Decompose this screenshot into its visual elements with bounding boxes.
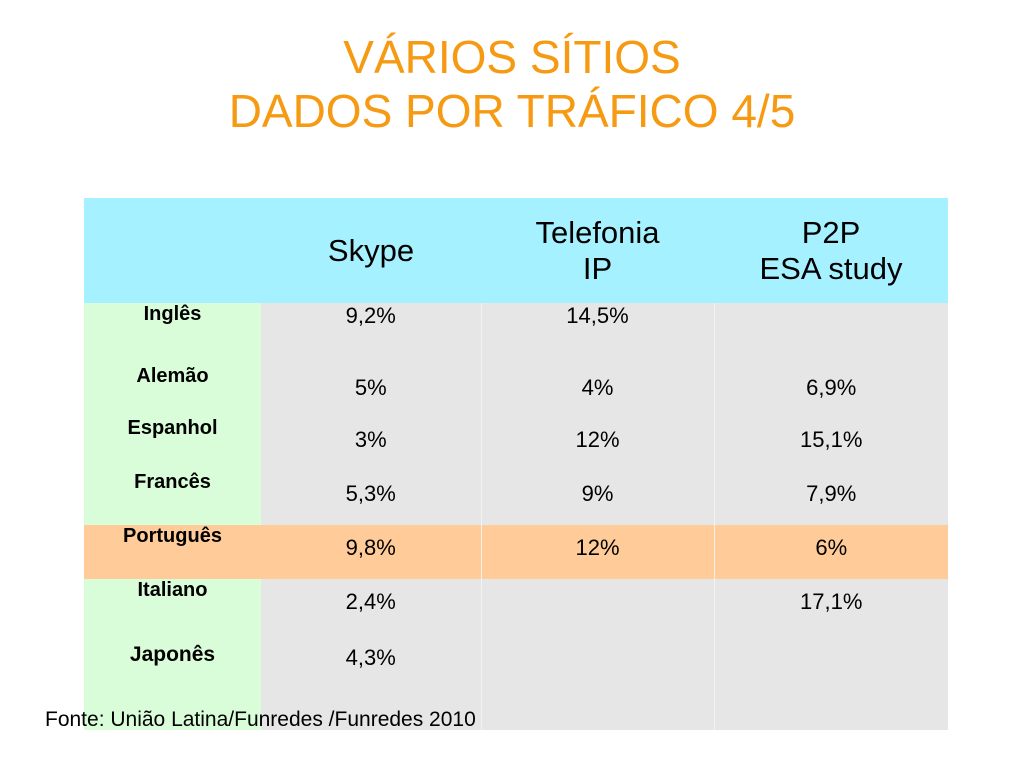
p2p-value: 15,1% <box>713 417 948 471</box>
language-cell: Japonês <box>84 633 261 730</box>
header-cell-p2p: P2P ESA study <box>714 198 948 303</box>
skype-value: 4,3% <box>261 633 481 730</box>
skype-value: 2,4% <box>261 579 481 633</box>
p2p-value: 17,1% <box>713 579 948 633</box>
language-cell: Alemão <box>84 365 261 417</box>
header-cell-skype: Skype <box>261 198 481 303</box>
table-row: Inglês 9,2% 14,5% <box>84 303 948 365</box>
skype-value: 5,3% <box>261 471 481 525</box>
language-cell: Espanhol <box>84 417 261 471</box>
table-row: Japonês 4,3% <box>84 633 948 730</box>
table-row: Francês 5,3% 9% 7,9% <box>84 471 948 525</box>
telefonia-ip-value <box>480 579 714 633</box>
header-telefonia-line-1: Telefonia <box>535 214 660 250</box>
p2p-value: 6% <box>713 525 948 579</box>
language-cell: Português <box>84 525 261 579</box>
language-cell: Francês <box>84 471 261 525</box>
p2p-value: 6,9% <box>713 365 948 417</box>
table-header-row: Skype Telefonia IP P2P ESA study <box>84 198 948 303</box>
table-row: Espanhol 3% 12% 15,1% <box>84 417 948 471</box>
p2p-value: 7,9% <box>713 471 948 525</box>
traffic-data-table: Skype Telefonia IP P2P ESA study Inglês … <box>84 198 948 730</box>
skype-value: 3% <box>261 417 481 471</box>
p2p-value <box>713 303 948 365</box>
skype-value: 5% <box>261 365 481 417</box>
p2p-value <box>713 633 948 730</box>
telefonia-ip-value: 12% <box>480 525 714 579</box>
table-row-highlighted: Português 9,8% 12% 6% <box>84 525 948 579</box>
telefonia-ip-value <box>480 633 714 730</box>
header-p2p-line-2: ESA study <box>759 250 903 286</box>
table-row: Italiano 2,4% 17,1% <box>84 579 948 633</box>
slide-title: VÁRIOS SÍTIOS DADOS POR TRÁFICO 4/5 <box>0 30 1024 138</box>
header-cell-empty <box>84 198 261 303</box>
telefonia-ip-value: 9% <box>480 471 714 525</box>
telefonia-ip-value: 14,5% <box>480 303 714 365</box>
source-citation: Fonte: União Latina/Funredes /Funredes 2… <box>45 708 476 731</box>
header-p2p-line-1: P2P <box>801 214 861 250</box>
header-telefonia-line-2: IP <box>582 250 613 286</box>
table-row: Alemão 5% 4% 6,9% <box>84 365 948 417</box>
header-skype-label: Skype <box>327 232 415 268</box>
skype-value: 9,8% <box>261 525 481 579</box>
header-cell-telefonia-ip: Telefonia IP <box>481 198 714 303</box>
telefonia-ip-value: 12% <box>480 417 714 471</box>
language-cell: Inglês <box>84 303 261 365</box>
skype-value: 9,2% <box>261 303 481 365</box>
slide-title-line-2: DADOS POR TRÁFICO 4/5 <box>228 85 796 137</box>
slide-title-line-1: VÁRIOS SÍTIOS <box>343 31 681 83</box>
telefonia-ip-value: 4% <box>480 365 714 417</box>
language-cell: Italiano <box>84 579 261 633</box>
